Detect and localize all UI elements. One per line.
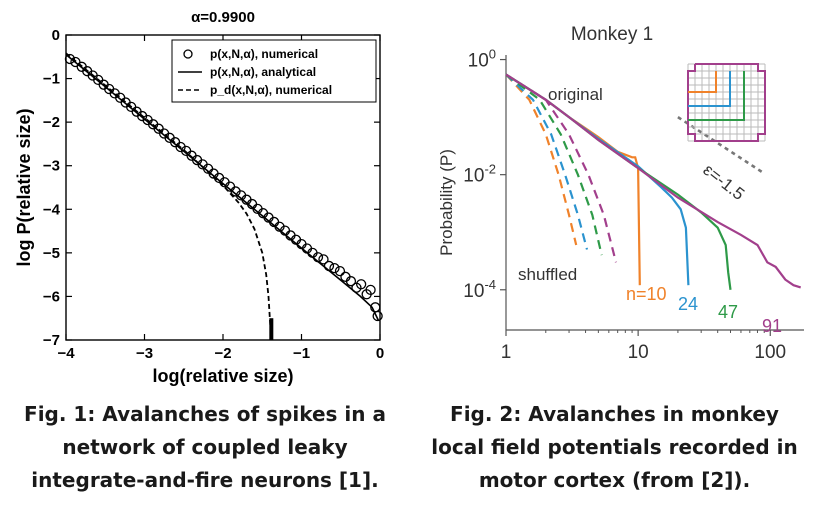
fig1-data-point [365,284,376,296]
fig1-analytical-line [65,53,380,321]
fig2-y-tick-label: 100 [468,47,496,72]
fig1-y-tick-label: −5 [43,245,60,262]
fig1-dashed-tail [269,318,274,340]
fig2-series-line [505,73,578,246]
fig2-plot: Monkey 1 1 10 100 100 10-2 10-4 Probability (P)… [437,24,804,363]
fig2-caption-line-3: motor cortex (from [2]). [478,468,751,492]
fig2-series-line [505,73,589,250]
fig2-y-axis-label: Probability (P) [437,149,456,256]
fig1-plot: α=0.9900 −4 −3 −2 −1 0 0 −1 −2 −3 −4 −5 −6 −7 log(rela… [14,9,384,386]
fig2-inset-region-10 [688,71,717,93]
fig1-legend: p(x,N,α), numerical p(x,N,α), analytical p… [171,39,377,103]
fig2-x-tick-label: 100 [754,342,786,363]
fig1-y-tick-label: 0 [52,27,60,44]
fig1-caption-line-3: integrate-and-fire neurons [1]. [31,468,379,492]
fig2-annotation-slope: ε=-1.5 [700,160,749,204]
fig1-data-point [318,254,329,265]
fig2-series-line [505,73,690,286]
fig1-x-tick-label: −4 [57,345,75,362]
fig1-y-tick-label: −2 [43,114,60,131]
fig1-y-tick-label: −1 [43,71,60,88]
fig2-y-tick-label: 10-4 [463,277,496,302]
fig2-x-tick-label: 1 [501,342,512,363]
fig2-annotation-original: original [548,85,603,104]
fig1-dashed-line [65,52,273,341]
fig1-x-tick-label: 0 [376,345,384,362]
fig1-x-tick-label: −1 [293,345,310,362]
fig1-data-point [372,310,383,322]
fig2-caption-line-1: Fig. 2: Avalanches in monkey [450,402,779,426]
fig2-series-label: 91 [762,316,782,336]
fig1-legend-label: p(x,N,α), analytical [210,65,316,79]
fig2-series-line [505,73,618,263]
fig2-series-line [677,116,765,175]
fig2-inset-array [687,63,766,142]
fig1-data-point [345,276,357,287]
fig1-x-tick-label: −3 [136,345,153,362]
fig1-legend-label: p_d(x,N,α), numerical [210,83,332,97]
fig1-legend-label: p(x,N,α), numerical [210,47,318,61]
fig2-caption-line-2: local field potentials recorded in [431,435,798,459]
fig2-series-label: n=10 [626,284,667,304]
fig1-y-tick-label: −7 [43,332,60,349]
fig2-inset-region-91 [687,63,766,142]
fig1-data-point [356,279,367,290]
fig1-caption: Fig. 1: Avalanches of spikes in a networ… [0,398,410,497]
fig1-legend-marker-circle [183,49,193,59]
fig1-x-axis-label: log(relative size) [152,366,293,386]
fig1-y-tick-label: −4 [43,201,61,218]
fig1-caption-line-1: Fig. 1: Avalanches of spikes in a [24,402,386,426]
fig2-series-line [505,73,641,286]
fig2-annotation-shuffled: shuffled [518,265,577,284]
fig2-caption: Fig. 2: Avalanches in monkey local field… [410,398,819,497]
fig1-y-axis-label: log P(relative size) [14,108,34,266]
fig2-inset-region-47 [688,71,745,121]
fig2-series-line [505,73,802,289]
fig1-data-point [334,266,346,277]
fig1-x-tick-label: −2 [214,345,231,362]
fig2-inset-region-24 [688,71,731,107]
fig2-x-tick-label: 10 [628,342,649,363]
fig2-chart: Monkey 1 1 10 100 100 10-2 10-4 Probability (P)… [437,24,804,363]
fig1-legend-box [171,39,377,103]
fig1-title: α=0.9900 [191,9,255,26]
fig1-data-point [312,252,324,263]
fig1-chart: α=0.9900 −4 −3 −2 −1 0 0 −1 −2 −3 −4 −5 −6 −7 log(rela… [14,9,384,386]
fig1-y-tick-label: −6 [43,288,60,305]
fig2-series-label: 47 [718,302,738,322]
fig1-data-point [329,262,340,274]
fig1-caption-line-2: network of coupled leaky [62,435,348,459]
fig2-series-line [505,73,603,256]
fig2-y-tick-label: 10-2 [463,162,496,187]
fig1-y-tick-label: −3 [43,158,60,175]
fig2-title: Monkey 1 [571,24,653,45]
fig1-data-point [323,260,335,272]
fig2-series-label: 24 [678,294,698,314]
